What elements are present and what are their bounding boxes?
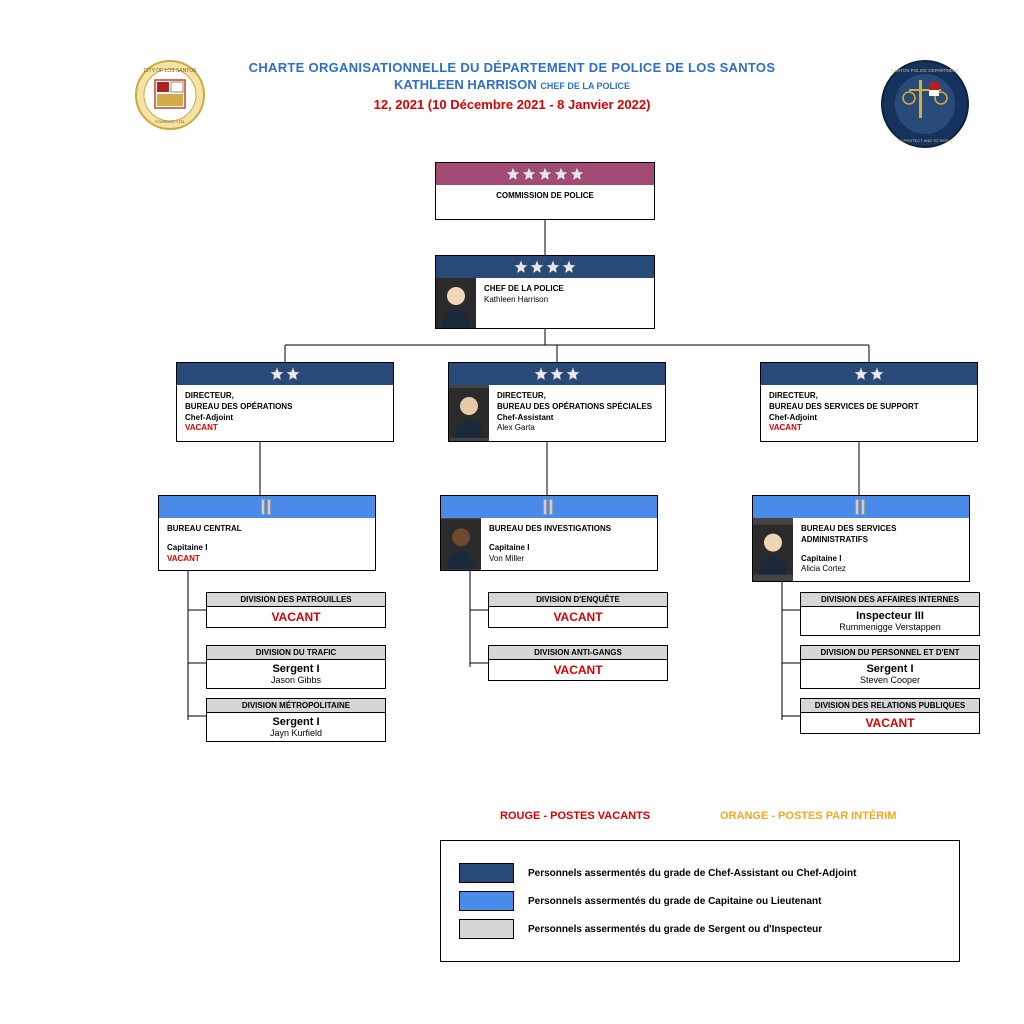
node-dir_ops: DIRECTEUR,BUREAU DES OPÉRATIONSChef-Adjo… [176, 362, 394, 442]
legend-swatch [459, 891, 514, 911]
legend-label: Personnels assermentés du grade de Capit… [528, 896, 821, 907]
legend-row: Personnels assermentés du grade de Capit… [459, 891, 941, 911]
rank-band [177, 363, 393, 385]
division-box: DIVISION D'ENQUÊTE VACANT [488, 592, 668, 628]
division-body: VACANT [489, 607, 667, 627]
division-box: DIVISION DES PATROUILLES VACANT [206, 592, 386, 628]
node-dir_spec: DIRECTEUR,BUREAU DES OPÉRATIONS SPÉCIALE… [448, 362, 666, 442]
division-body: Sergent IJayn Kurfield [207, 713, 385, 741]
svg-text:SANTOS POLICE DEPARTMENT: SANTOS POLICE DEPARTMENT [891, 68, 959, 73]
legend-label: Personnels assermentés du grade de Serge… [528, 924, 822, 935]
division-title: DIVISION MÉTROPOLITAINE [207, 699, 385, 713]
division-body: Sergent ISteven Cooper [801, 660, 979, 688]
division-body: VACANT [207, 607, 385, 627]
node-bureau_inv: BUREAU DES INVESTIGATIONSCapitaine IVon … [440, 495, 658, 571]
legend-row: Personnels assermentés du grade de Serge… [459, 919, 941, 939]
photo [441, 518, 481, 570]
legend-label: Personnels assermentés du grade de Chef-… [528, 868, 856, 879]
photo [449, 385, 489, 441]
division-title: DIVISION DES PATROUILLES [207, 593, 385, 607]
city-seal: CITY OF LOS SANTOS FOUNDED 1781 [135, 60, 205, 133]
division-box: DIVISION ANTI-GANGS VACANT [488, 645, 668, 681]
department-seal: SANTOS POLICE DEPARTMENT TO PROTECT AND … [881, 60, 969, 151]
division-box: DIVISION DES RELATIONS PUBLIQUES VACANT [800, 698, 980, 734]
division-title: DIVISION DU TRAFIC [207, 646, 385, 660]
division-title: DIVISION ANTI-GANGS [489, 646, 667, 660]
division-body: Sergent IJason Gibbs [207, 660, 385, 688]
legend-orange: ORANGE - POSTES PAR INTÉRIM [720, 810, 896, 822]
rank-band [449, 363, 665, 385]
photo [753, 518, 793, 581]
rank-band [441, 496, 657, 518]
node-commission: COMMISSION DE POLICE [435, 162, 655, 220]
svg-text:TO PROTECT AND TO SERVE: TO PROTECT AND TO SERVE [897, 138, 953, 143]
node-bureau_central: BUREAU CENTRALCapitaine IVACANT [158, 495, 376, 571]
division-body: VACANT [489, 660, 667, 680]
photo [436, 278, 476, 328]
rank-band [159, 496, 375, 518]
division-body: Inspecteur IIIRummenigge Verstappen [801, 607, 979, 635]
node-dir_sup: DIRECTEUR,BUREAU DES SERVICES DE SUPPORT… [760, 362, 978, 442]
division-box: DIVISION DU TRAFIC Sergent IJason Gibbs [206, 645, 386, 689]
division-body: VACANT [801, 713, 979, 733]
legend-red: ROUGE - POSTES VACANTS [500, 810, 650, 822]
division-box: DIVISION DES AFFAIRES INTERNES Inspecteu… [800, 592, 980, 636]
division-title: DIVISION DES AFFAIRES INTERNES [801, 593, 979, 607]
node-bureau_admin: BUREAU DES SERVICES ADMINISTRATIFSCapita… [752, 495, 970, 582]
division-title: DIVISION D'ENQUÊTE [489, 593, 667, 607]
division-title: DIVISION DU PERSONNEL ET D'ENT [801, 646, 979, 660]
legend-row: Personnels assermentés du grade de Chef-… [459, 863, 941, 883]
legend-swatch [459, 863, 514, 883]
legend-swatch [459, 919, 514, 939]
svg-text:FOUNDED 1781: FOUNDED 1781 [155, 119, 186, 124]
division-box: DIVISION MÉTROPOLITAINE Sergent IJayn Ku… [206, 698, 386, 742]
svg-text:CITY OF LOS SANTOS: CITY OF LOS SANTOS [144, 68, 198, 74]
rank-band [761, 363, 977, 385]
legend-box: Personnels assermentés du grade de Chef-… [440, 840, 960, 962]
rank-band [753, 496, 969, 518]
rank-band [436, 163, 654, 185]
division-box: DIVISION DU PERSONNEL ET D'ENT Sergent I… [800, 645, 980, 689]
node-chief: CHEF DE LA POLICEKathleen Harrison [435, 255, 655, 329]
division-title: DIVISION DES RELATIONS PUBLIQUES [801, 699, 979, 713]
rank-band [436, 256, 654, 278]
